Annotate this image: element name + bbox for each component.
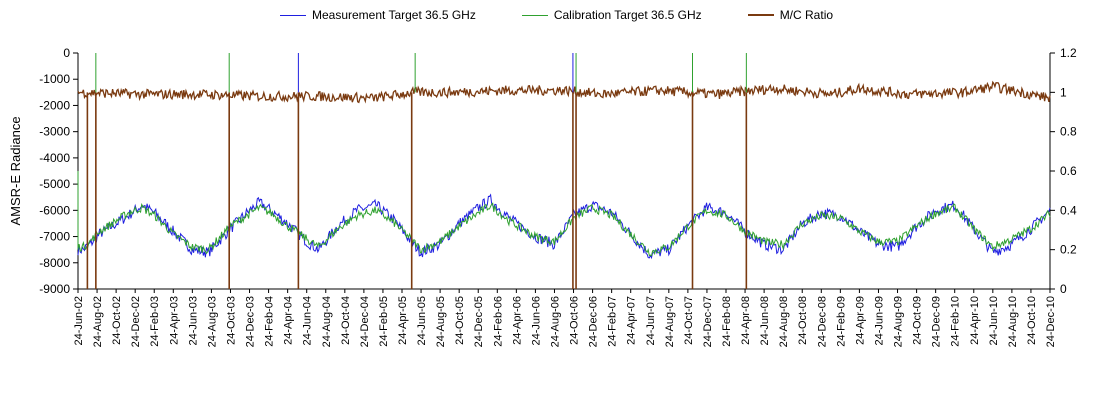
x-tick-label: 24-Aug-10	[1007, 296, 1019, 347]
y-tick-label: -4000	[39, 151, 70, 165]
legend-item-measurement: Measurement Target 36.5 GHz	[279, 8, 476, 22]
y-axis-title: AMSR-E Radiance	[8, 116, 23, 225]
y-tick-label: -8000	[39, 256, 70, 270]
x-tick-label: 24-Apr-04	[283, 296, 295, 345]
x-tick-label: 24-Dec-09	[931, 296, 943, 347]
series-line-calibration-target-36-5-ghz	[77, 202, 1051, 257]
y2-tick-label: 0.6	[1060, 164, 1077, 178]
axes-group: 0 -1000 -2000 -3000 -4000 -5000 -6000 -7000 -800…	[39, 46, 1077, 347]
legend-label-ratio: M/C Ratio	[779, 8, 834, 22]
y-tick-label: -5000	[39, 177, 70, 191]
y2-tick-label: 0.2	[1060, 243, 1077, 257]
y-tick-label: -1000	[39, 72, 70, 86]
chart-legend: Measurement Target 36.5 GHz Calibration …	[0, 8, 1113, 22]
legend-item-calibration: Calibration Target 36.5 GHz	[521, 8, 702, 22]
x-tick-label: 24-Apr-03	[168, 296, 180, 345]
y2-tick-label: 0.4	[1060, 203, 1077, 217]
x-tick-label: 24-Oct-10	[1026, 296, 1038, 345]
x-tick-label: 24-Feb-07	[607, 296, 619, 347]
x-tick-label: 24-Aug-05	[435, 296, 447, 347]
x-tick-label: 24-Oct-05	[454, 296, 466, 345]
x-tick-label: 24-Feb-09	[835, 296, 847, 347]
x-tick-label: 24-Aug-03	[206, 296, 218, 347]
x-tick-label: 24-Jun-05	[416, 296, 428, 346]
x-tick-label: 24-Apr-08	[740, 296, 752, 345]
x-tick-label: 24-Jun-08	[759, 296, 771, 346]
x-tick-label: 24-Apr-09	[854, 296, 866, 345]
legend-label-calibration: Calibration Target 36.5 GHz	[553, 8, 702, 22]
x-tick-label: 24-Oct-04	[340, 296, 352, 345]
y2-tick-label: 1.2	[1060, 46, 1077, 60]
x-tick-label: 24-Jun-03	[187, 296, 199, 346]
x-tick-label: 24-Aug-08	[778, 296, 790, 347]
legend-swatch-ratio	[747, 14, 774, 16]
x-tick-label: 24-Oct-07	[683, 296, 695, 345]
x-tick-label: 24-Feb-10	[950, 296, 962, 347]
x-tick-label: 24-Aug-04	[321, 296, 333, 347]
y2-tick-label: 0	[1060, 282, 1067, 296]
x-tick-label: 24-Dec-06	[588, 296, 600, 347]
x-tick-label: 24-Aug-09	[893, 296, 905, 347]
x-tick-label: 24-Feb-08	[721, 296, 733, 347]
x-tick-label: 24-Dec-07	[702, 296, 714, 347]
x-tick-label: 24-Dec-08	[816, 296, 828, 347]
x-tick-label: 24-Oct-09	[912, 296, 924, 345]
x-tick-label: 24-Aug-02	[92, 296, 104, 347]
x-tick-label: 24-Oct-06	[569, 296, 581, 345]
y-tick-label: -9000	[39, 282, 70, 296]
y-tick-label: 0	[63, 46, 70, 60]
x-tick-label: 24-Aug-07	[664, 296, 676, 347]
y2-tick-label: 0.8	[1060, 125, 1077, 139]
y-tick-label: -2000	[39, 98, 70, 112]
x-tick-label: 24-Jun-09	[873, 296, 885, 346]
x-tick-label: 24-Jun-02	[73, 296, 85, 346]
x-tick-label: 24-Dec-03	[245, 296, 257, 347]
x-tick-label: 24-Oct-08	[797, 296, 809, 345]
legend-label-measurement: Measurement Target 36.5 GHz	[311, 8, 476, 22]
x-tick-label: 24-Apr-10	[969, 296, 981, 345]
x-tick-label: 24-Feb-03	[149, 296, 161, 347]
x-tick-label: 24-Dec-02	[130, 296, 142, 347]
y-tick-label: -6000	[39, 203, 70, 217]
series-line-m-c-ratio	[77, 80, 1051, 104]
y-tick-label: -3000	[39, 125, 70, 139]
legend-swatch-measurement	[279, 14, 306, 16]
series-layer	[77, 53, 1051, 289]
x-tick-label: 24-Jun-06	[530, 296, 542, 346]
y-tick-label: -7000	[39, 230, 70, 244]
legend-swatch-calibration	[521, 14, 548, 16]
x-tick-label: 24-Apr-06	[511, 296, 523, 345]
y2-tick-label: 1	[1060, 85, 1067, 99]
legend-item-ratio: M/C Ratio	[747, 8, 834, 22]
x-tick-label: 24-Feb-05	[378, 296, 390, 347]
x-tick-label: 24-Oct-02	[111, 296, 123, 345]
x-tick-label: 24-Feb-06	[492, 296, 504, 347]
x-tick-label: 24-Jun-07	[645, 296, 657, 346]
x-tick-label: 24-Jun-10	[988, 296, 1000, 346]
x-tick-label: 24-Dec-05	[473, 296, 485, 347]
x-tick-label: 24-Aug-06	[549, 296, 561, 347]
x-tick-label: 24-Jun-04	[302, 296, 314, 346]
x-tick-label: 24-Oct-03	[225, 296, 237, 345]
x-tick-label: 24-Feb-04	[264, 296, 276, 347]
x-tick-label: 24-Apr-05	[397, 296, 409, 345]
x-tick-label: 24-Dec-10	[1045, 296, 1057, 347]
x-tick-label: 24-Apr-07	[626, 296, 638, 345]
series-line-measurement-target-36-5-ghz	[77, 193, 1051, 260]
x-tick-label: 24-Dec-04	[359, 296, 371, 347]
